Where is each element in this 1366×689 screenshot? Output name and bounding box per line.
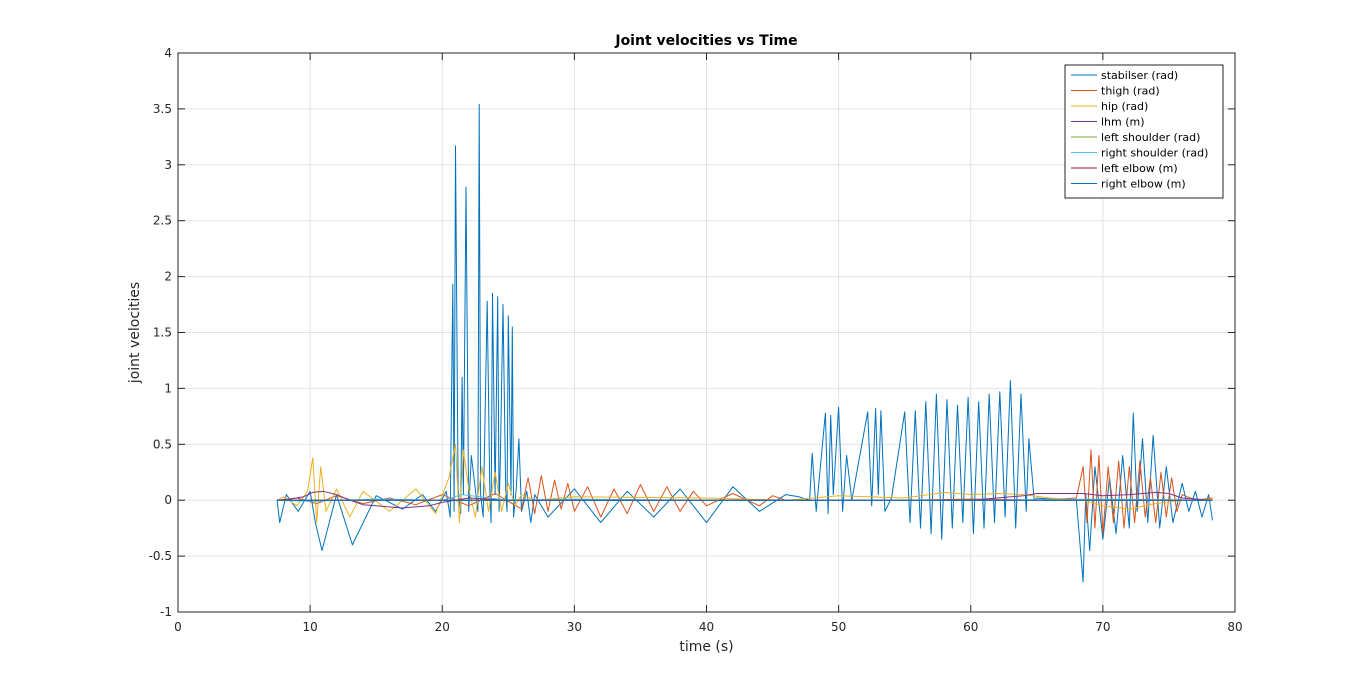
y-tick-label: 2.5 [153,214,172,228]
x-axis-label: time (s) [679,639,733,655]
x-tick-label: 60 [963,620,978,634]
y-tick-label: 3.5 [153,102,172,116]
y-tick-label: 1.5 [153,326,172,340]
x-tick-label: 70 [1095,620,1110,634]
y-tick-label: 2 [164,270,172,284]
series-line-thigh [277,449,1213,535]
y-tick-label: -0.5 [149,549,172,563]
series-layer [276,103,1213,583]
x-tick-label: 0 [174,620,182,634]
legend-entry: lhm (m) [1101,116,1145,129]
x-tick-labels: 0 10 20 30 40 50 60 70 80 [174,620,1242,634]
x-tick-label: 20 [435,620,450,634]
legend-entry: stabilser (rad) [1101,69,1178,82]
legend-entry: left elbow (m) [1101,162,1178,175]
legend-box [1064,64,1224,199]
y-tick-label: 3 [164,158,172,172]
series-line-stabilser [276,103,1213,583]
x-tick-label: 30 [567,620,582,634]
x-tick-label: 80 [1227,620,1242,634]
legend-entry: left shoulder (rad) [1101,131,1200,144]
x-tick-label: 10 [302,620,317,634]
y-tick-labels: -1 -0.5 0 0.5 1 1.5 2 2.5 3 3.5 4 [149,46,172,619]
legend-entry: hip (rad) [1101,100,1148,113]
x-tick-label: 50 [831,620,846,634]
plot-area: 0 10 20 30 40 50 60 70 80 -1 -0.5 0 0.5 1 1.5 2 2.5 3 3.5… [149,46,1243,634]
y-tick-label: 0.5 [153,437,172,451]
x-tick-label: 40 [699,620,714,634]
series-line-hip [276,443,1213,524]
legend: stabilser (rad) thigh (rad) hip (rad) lhm (… [1064,64,1224,199]
y-axis-label: joint velocities [127,282,143,384]
legend-entry: right elbow (m) [1101,178,1186,191]
legend-entry: thigh (rad) [1101,85,1160,98]
chart-title: Joint velocities vs Time [614,33,797,49]
tick-marks [177,52,1236,613]
y-tick-label: 4 [164,46,172,60]
y-tick-label: -1 [160,605,172,619]
y-tick-label: 1 [164,381,172,395]
y-tick-label: 0 [164,493,172,507]
legend-entry: right shoulder (rad) [1101,147,1208,160]
